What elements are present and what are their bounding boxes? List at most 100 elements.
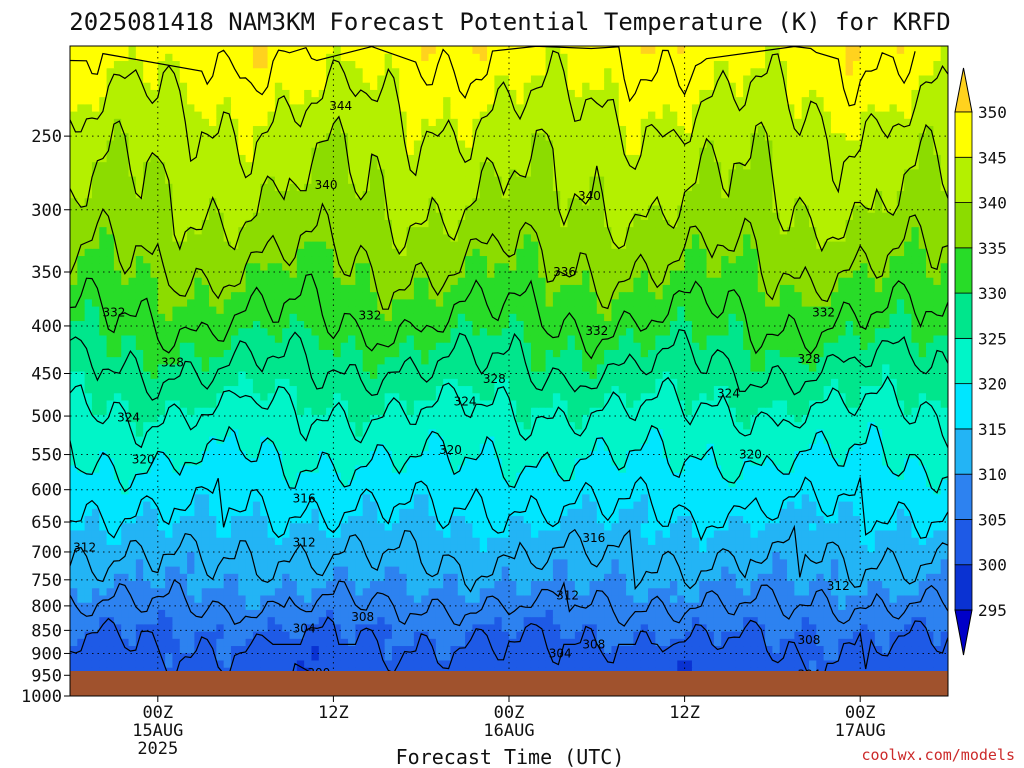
fill-cell	[267, 544, 276, 553]
fill-cell	[509, 464, 517, 473]
fill-cell	[743, 544, 752, 553]
fill-cell	[377, 428, 386, 437]
fill-cell	[99, 631, 108, 639]
fill-cell	[633, 623, 642, 632]
fill-cell	[391, 616, 400, 625]
fill-cell	[355, 399, 364, 408]
fill-cell	[413, 399, 422, 408]
fill-cell	[713, 631, 722, 639]
fill-cell	[574, 645, 583, 654]
fill-cell	[830, 544, 839, 553]
fill-cell	[362, 414, 371, 423]
fill-cell	[765, 414, 773, 423]
fill-cell	[128, 464, 137, 473]
fill-cell	[604, 580, 613, 589]
fill-cell	[604, 631, 613, 639]
fill-cell	[369, 580, 378, 589]
fill-cell	[655, 638, 664, 647]
fill-cell	[84, 450, 93, 459]
fill-cell	[794, 631, 803, 639]
fill-cell	[348, 436, 356, 444]
fill-cell	[355, 616, 364, 625]
fill-cell	[223, 515, 232, 524]
fill-cell	[640, 566, 649, 574]
fill-cell	[465, 392, 474, 401]
fill-cell	[743, 537, 752, 545]
fill-cell	[838, 602, 847, 610]
fill-cell	[669, 464, 678, 473]
fill-cell	[121, 457, 130, 466]
fill-cell	[311, 399, 320, 408]
fill-cell	[457, 436, 466, 444]
fill-cell	[84, 464, 93, 473]
fill-cell	[172, 407, 181, 415]
fill-cell	[867, 486, 876, 495]
fill-cell	[874, 399, 883, 408]
fill-cell	[194, 537, 203, 545]
fill-cell	[794, 645, 803, 654]
fill-cell	[896, 631, 905, 639]
fill-cell	[399, 486, 408, 495]
fill-cell	[333, 392, 342, 401]
fill-cell	[121, 652, 130, 661]
fill-cell	[691, 609, 700, 618]
fill-cell	[91, 587, 100, 596]
fill-cell	[794, 638, 803, 647]
fill-cell	[216, 479, 225, 488]
fill-cell	[816, 414, 825, 423]
fill-cell	[516, 457, 525, 466]
fill-cell	[340, 501, 349, 509]
fill-cell	[348, 486, 356, 495]
fill-cell	[509, 667, 517, 671]
fill-cell	[735, 457, 744, 466]
fill-cell	[823, 428, 832, 437]
fill-cell	[369, 414, 378, 423]
fill-cell	[509, 587, 517, 596]
fill-cell	[355, 472, 364, 480]
fill-cell	[874, 551, 883, 560]
fill-cell	[99, 623, 108, 632]
fill-cell	[611, 623, 620, 632]
fill-cell	[172, 399, 181, 408]
fill-cell	[348, 537, 356, 545]
fill-cell	[91, 558, 100, 567]
fill-cell	[282, 566, 291, 574]
fill-cell	[165, 645, 174, 654]
fill-cell	[384, 537, 393, 545]
fill-cell	[794, 493, 803, 502]
fill-cell	[860, 501, 869, 509]
fill-cell	[640, 508, 649, 517]
fill-cell	[99, 501, 108, 509]
fill-cell	[699, 508, 708, 517]
fill-cell	[728, 659, 737, 668]
fill-cell	[121, 501, 130, 509]
fill-cell	[808, 522, 817, 531]
fill-cell	[589, 464, 598, 473]
fill-cell	[560, 551, 569, 560]
fill-cell	[509, 457, 517, 466]
fill-cell	[699, 443, 708, 452]
fill-cell	[596, 573, 605, 582]
fill-cell	[648, 443, 656, 452]
fill-cell	[238, 551, 247, 560]
fill-cell	[194, 638, 203, 647]
fill-cell	[721, 428, 730, 437]
fill-cell	[348, 392, 356, 401]
fill-cell	[472, 522, 481, 531]
fill-cell	[889, 573, 898, 582]
fill-cell	[523, 479, 532, 488]
fill-cell	[472, 537, 481, 545]
fill-cell	[918, 616, 927, 625]
fill-cell	[260, 587, 269, 596]
fill-cell	[882, 558, 891, 567]
fill-cell	[113, 631, 122, 639]
fill-cell	[604, 428, 613, 437]
fill-cell	[706, 443, 715, 452]
fill-cell	[106, 566, 115, 574]
fill-cell	[487, 501, 495, 509]
fill-cell	[596, 667, 605, 671]
fill-cell	[304, 551, 313, 560]
fill-cell	[743, 428, 752, 437]
fill-cell	[626, 659, 634, 668]
fill-cell	[487, 652, 495, 661]
